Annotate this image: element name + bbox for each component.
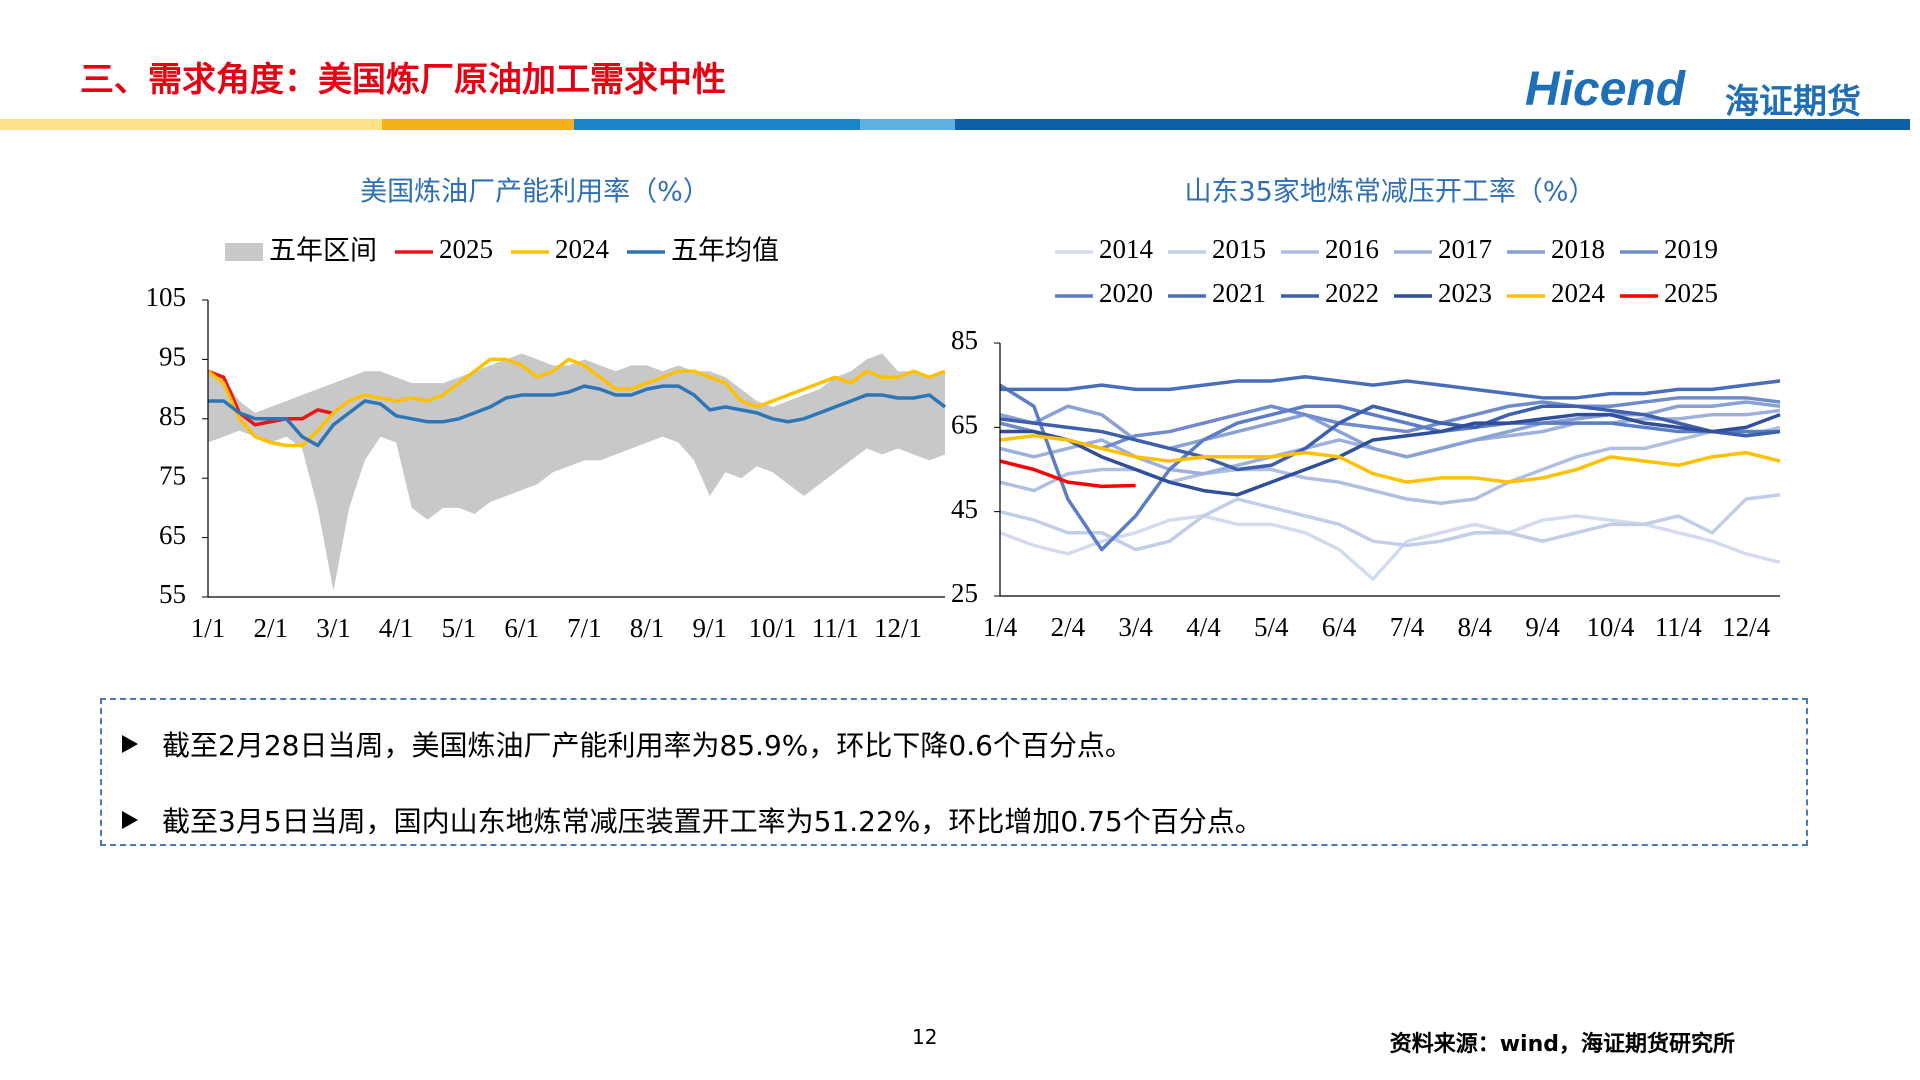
legend-label: 2023 bbox=[1438, 278, 1492, 308]
y-tick-label: 85 bbox=[951, 325, 978, 355]
legend-label: 2019 bbox=[1664, 234, 1718, 264]
logo-text: Hicend bbox=[1525, 63, 1686, 116]
y-tick-label: 85 bbox=[159, 401, 186, 431]
y-tick-label: 95 bbox=[159, 342, 186, 372]
y-tick-label: 65 bbox=[159, 520, 186, 550]
x-tick-label: 11/1 bbox=[812, 613, 859, 643]
legend-label: 2017 bbox=[1438, 234, 1492, 264]
source: 资料来源：wind，海证期货研究所 bbox=[1389, 1032, 1735, 1057]
series-line bbox=[999, 396, 1781, 451]
x-tick-label: 5/1 bbox=[442, 613, 477, 643]
color-bar bbox=[0, 119, 382, 130]
color-bar bbox=[860, 119, 955, 130]
x-tick-label: 4/1 bbox=[379, 613, 414, 643]
series-line bbox=[999, 493, 1781, 552]
legend-label: 2016 bbox=[1325, 234, 1379, 264]
y-tick-label: 45 bbox=[951, 494, 978, 524]
y-tick-label: 65 bbox=[951, 410, 978, 440]
series-line bbox=[208, 384, 947, 448]
color-bar bbox=[574, 119, 860, 130]
bullet bbox=[122, 735, 138, 753]
y-tick-label: 105 bbox=[146, 282, 187, 312]
chart-title: 美国炼油厂产能利用率（%） bbox=[360, 177, 710, 208]
x-tick-label: 10/1 bbox=[749, 613, 797, 643]
x-tick-label: 7/1 bbox=[567, 613, 602, 643]
legend-label: 2014 bbox=[1099, 234, 1154, 264]
y-tick-label: 25 bbox=[951, 578, 978, 608]
legend-label: 2024 bbox=[1551, 278, 1606, 308]
series-line bbox=[999, 514, 1781, 581]
x-tick-label: 12/1 bbox=[874, 613, 922, 643]
color-bar bbox=[955, 119, 1910, 130]
x-tick-label: 11/4 bbox=[1655, 612, 1702, 642]
x-tick-label: 5/4 bbox=[1254, 612, 1289, 642]
color-bar bbox=[382, 119, 574, 130]
x-tick-label: 8/4 bbox=[1458, 612, 1493, 642]
series-line bbox=[999, 434, 1781, 484]
bullet bbox=[122, 811, 138, 829]
legend-label: 2020 bbox=[1099, 278, 1153, 308]
legend-label: 2015 bbox=[1212, 234, 1266, 264]
slide-title: 三、需求角度：美国炼厂原油加工需求中性 bbox=[80, 60, 726, 100]
charts: 美国炼油厂产能利用率（%） 55 65 75 85 95 105 1/1 2/1 3/1 4/1 5/… bbox=[146, 177, 1781, 643]
x-tick-label: 12/4 bbox=[1722, 612, 1771, 642]
series-line bbox=[207, 369, 334, 427]
series-line bbox=[999, 459, 1136, 489]
notes-box: 截至2月28日当周，美国炼油厂产能利用率为85.9%，环比下降0.6个百分点。 … bbox=[100, 698, 1808, 846]
x-tick-label: 7/4 bbox=[1390, 612, 1425, 642]
legend-label: 2022 bbox=[1325, 278, 1379, 308]
x-tick-label: 2/1 bbox=[253, 613, 288, 643]
x-tick-label: 3/4 bbox=[1118, 612, 1153, 642]
y-tick-label: 55 bbox=[159, 579, 186, 609]
page-number: 12 bbox=[912, 1025, 938, 1049]
x-tick-label: 6/4 bbox=[1322, 612, 1357, 642]
series-line bbox=[206, 357, 946, 448]
legend-label: 2024 bbox=[555, 234, 610, 264]
chart-title: 山东35家地炼常减压开工率（%） bbox=[1184, 177, 1595, 208]
legend-label: 2025 bbox=[439, 234, 493, 264]
legend-swatch bbox=[225, 243, 263, 261]
series-line bbox=[999, 400, 1781, 459]
series-line bbox=[999, 383, 1780, 552]
x-tick-label: 1/1 bbox=[191, 613, 226, 643]
series-line bbox=[999, 404, 1781, 472]
logo-cn: 海证期货 bbox=[1725, 82, 1861, 122]
x-tick-label: 4/4 bbox=[1186, 612, 1221, 642]
series-line bbox=[1000, 412, 1781, 497]
x-tick-label: 8/1 bbox=[630, 613, 665, 643]
x-tick-label: 6/1 bbox=[504, 613, 539, 643]
x-tick-label: 9/1 bbox=[693, 613, 728, 643]
y-tick-label: 75 bbox=[159, 460, 186, 490]
x-tick-label: 10/4 bbox=[1586, 612, 1635, 642]
x-tick-label: 9/4 bbox=[1525, 612, 1560, 642]
x-tick-label: 2/4 bbox=[1051, 612, 1086, 642]
series-line bbox=[1000, 374, 1781, 400]
note: 截至3月5日当周，国内山东地炼常减压装置开工率为51.22%，环比增加0.75个… bbox=[162, 805, 1263, 838]
legend-label: 2021 bbox=[1212, 278, 1266, 308]
x-tick-label: 3/1 bbox=[316, 613, 351, 643]
note: 截至2月28日当周，美国炼油厂产能利用率为85.9%，环比下降0.6个百分点。 bbox=[162, 729, 1133, 762]
legend-label: 五年区间 bbox=[269, 236, 377, 267]
legend-label: 2025 bbox=[1664, 278, 1718, 308]
x-tick-label: 1/4 bbox=[983, 612, 1018, 642]
series-line bbox=[999, 425, 1781, 505]
legend-label: 2018 bbox=[1551, 234, 1605, 264]
legend-label: 五年均值 bbox=[671, 236, 779, 267]
